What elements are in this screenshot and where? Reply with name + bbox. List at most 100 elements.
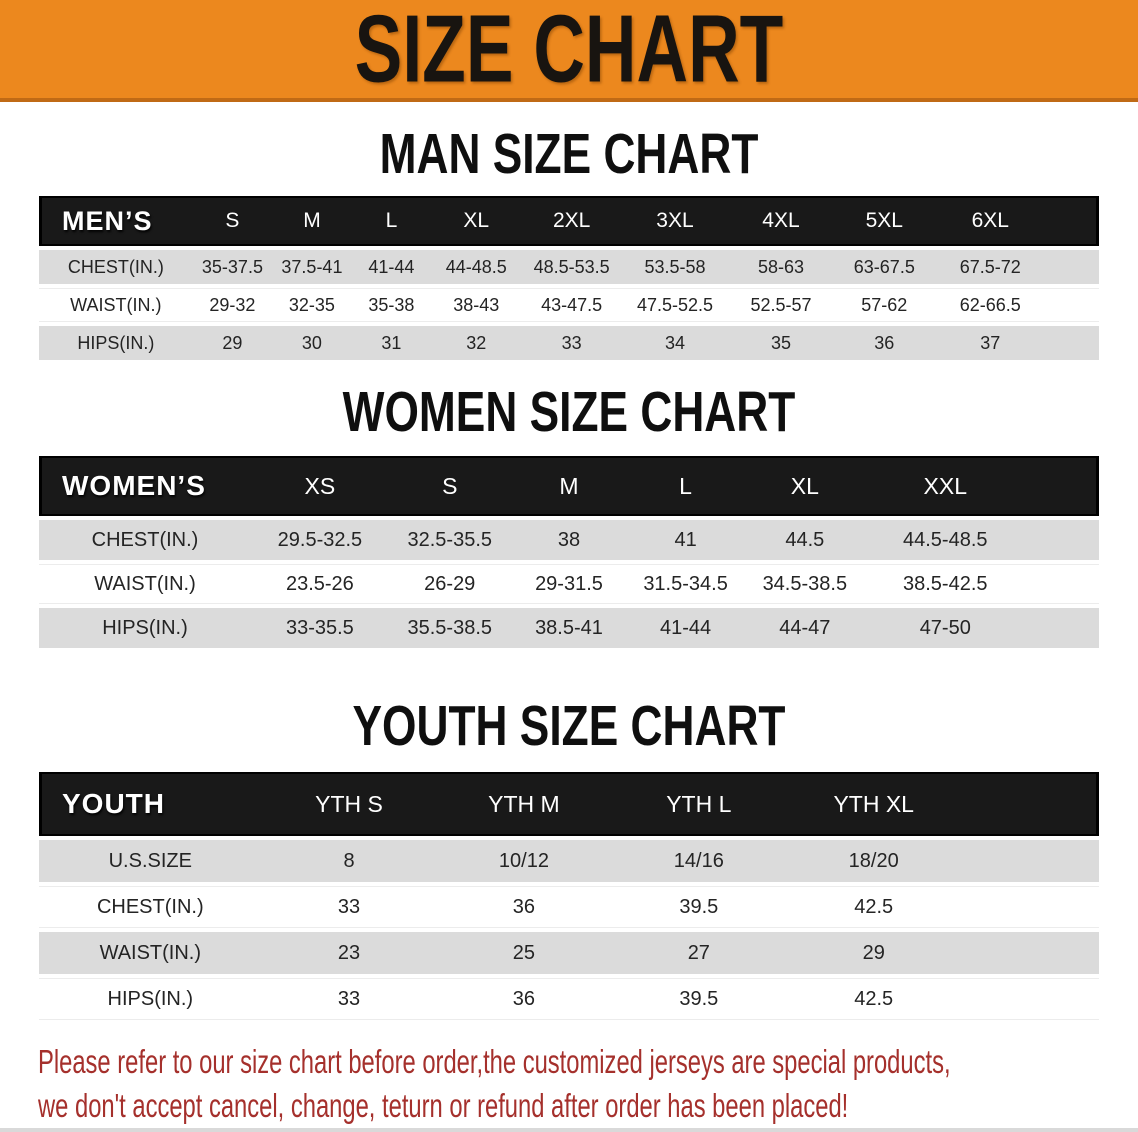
size-value-cell: 34.5-38.5 — [743, 564, 866, 604]
row-label: WAIST(IN.) — [39, 932, 262, 974]
size-value-cell: 53.5-58 — [621, 250, 728, 284]
size-value-cell: 31.5-34.5 — [627, 564, 744, 604]
women-section-title: WOMEN SIZE CHART — [342, 380, 796, 444]
size-column-header: 3XL — [621, 196, 728, 246]
size-column-header: 6XL — [934, 196, 1046, 246]
size-value-cell: 33-35.5 — [251, 608, 389, 648]
size-column-header: YTH S — [261, 772, 437, 836]
size-value-cell: 26-29 — [388, 564, 511, 604]
size-value-cell: 35-38 — [351, 288, 432, 322]
size-value-cell: 42.5 — [786, 886, 962, 928]
size-value-cell: 34 — [621, 326, 728, 360]
size-column-header: M — [510, 456, 628, 516]
size-value-cell: 10/12 — [436, 840, 612, 882]
table-header-row: MEN’S S M L XL 2XL 3XL 4XL 5XL 6XL — [39, 196, 1099, 246]
size-column-header: XL — [743, 456, 866, 516]
size-value-cell: 52.5-57 — [727, 288, 834, 322]
size-value-cell: 39.5 — [611, 886, 787, 928]
size-column-header: YTH M — [436, 772, 612, 836]
table-row: CHEST(IN.) 35-37.5 37.5-41 41-44 44-48.5 48.5… — [39, 250, 1099, 284]
size-value-cell: 38 — [510, 520, 628, 560]
women-size-chart-section: WOMEN SIZE CHART WOMEN’S XS S M L XL XXL CHEST(… — [0, 380, 1138, 652]
size-value-cell: 57-62 — [833, 288, 935, 322]
size-value-cell: 41-44 — [627, 608, 744, 648]
size-value-cell: 38-43 — [431, 288, 522, 322]
row-label: HIPS(IN.) — [39, 326, 193, 360]
spacer-cell — [1045, 196, 1099, 246]
size-value-cell: 44-48.5 — [431, 250, 522, 284]
size-value-cell: 36 — [436, 886, 612, 928]
size-value-cell: 33 — [261, 978, 437, 1020]
size-value-cell: 25 — [436, 932, 612, 974]
row-label: WAIST(IN.) — [39, 564, 251, 604]
size-value-cell: 30 — [272, 326, 352, 360]
size-value-cell: 8 — [261, 840, 437, 882]
size-column-header: XS — [251, 456, 389, 516]
row-label: CHEST(IN.) — [39, 250, 193, 284]
table-row: HIPS(IN.) 33 36 39.5 42.5 — [39, 978, 1099, 1020]
size-value-cell: 29-32 — [192, 288, 273, 322]
size-value-cell: 32-35 — [272, 288, 352, 322]
size-value-cell: 23 — [261, 932, 437, 974]
size-value-cell: 41 — [627, 520, 744, 560]
size-value-cell: 35 — [727, 326, 834, 360]
size-value-cell: 31 — [351, 326, 432, 360]
banner: SIZE CHART — [0, 0, 1138, 102]
row-label: WAIST(IN.) — [39, 288, 193, 322]
size-column-header: 5XL — [833, 196, 935, 246]
size-column-header: XL — [431, 196, 522, 246]
size-value-cell: 47.5-52.5 — [621, 288, 728, 322]
women-size-table: WOMEN’S XS S M L XL XXL CHEST(IN.) 29.5-32.5 32.5… — [39, 452, 1099, 652]
table-row: WAIST(IN.) 23 25 27 29 — [39, 932, 1099, 974]
youth-size-chart-section: YOUTH SIZE CHART YOUTH YTH S YTH M YTH L YTH… — [0, 694, 1138, 1024]
spacer-cell — [1045, 250, 1099, 284]
table-header-row: WOMEN’S XS S M L XL XXL — [39, 456, 1099, 516]
size-value-cell: 29 — [786, 932, 962, 974]
bottom-edge-strip — [0, 1128, 1138, 1132]
table-header-label: YOUTH — [39, 772, 262, 836]
size-value-cell: 42.5 — [786, 978, 962, 1020]
spacer-cell — [961, 932, 1099, 974]
size-value-cell: 33 — [521, 326, 622, 360]
table-row: CHEST(IN.) 29.5-32.5 32.5-35.5 38 41 44.5 44.5… — [39, 520, 1099, 560]
size-value-cell: 63-67.5 — [833, 250, 935, 284]
size-value-cell: 14/16 — [611, 840, 787, 882]
size-value-cell: 29 — [192, 326, 273, 360]
row-label: U.S.SIZE — [39, 840, 262, 882]
size-value-cell: 33 — [261, 886, 437, 928]
size-value-cell: 32.5-35.5 — [388, 520, 511, 560]
size-value-cell: 18/20 — [786, 840, 962, 882]
size-value-cell: 35-37.5 — [192, 250, 273, 284]
size-column-header: 4XL — [727, 196, 834, 246]
size-column-header: YTH L — [611, 772, 787, 836]
banner-title: SIZE CHART — [354, 0, 784, 102]
size-value-cell: 44-47 — [743, 608, 866, 648]
spacer-cell — [1045, 288, 1099, 322]
row-label: HIPS(IN.) — [39, 978, 262, 1020]
size-value-cell: 58-63 — [727, 250, 834, 284]
row-label: HIPS(IN.) — [39, 608, 251, 648]
spacer-cell — [961, 886, 1099, 928]
table-header-label: WOMEN’S — [39, 456, 251, 516]
size-column-header: 2XL — [521, 196, 622, 246]
size-value-cell: 35.5-38.5 — [388, 608, 511, 648]
size-value-cell: 41-44 — [351, 250, 432, 284]
man-size-chart-section: MAN SIZE CHART MEN’S S M L XL 2XL 3XL 4XL 5XL 6XL… — [0, 122, 1138, 364]
man-section-title: MAN SIZE CHART — [379, 122, 759, 186]
size-value-cell: 38.5-42.5 — [865, 564, 1025, 604]
disclaimer-line-1: Please refer to our size chart before or… — [38, 1043, 951, 1080]
size-value-cell: 29.5-32.5 — [251, 520, 389, 560]
size-value-cell: 48.5-53.5 — [521, 250, 622, 284]
size-column-header: L — [627, 456, 744, 516]
size-value-cell: 44.5-48.5 — [865, 520, 1025, 560]
youth-section-title: YOUTH SIZE CHART — [352, 694, 786, 758]
table-row: WAIST(IN.) 29-32 32-35 35-38 38-43 43-47.5 47.… — [39, 288, 1099, 322]
spacer-cell — [961, 978, 1099, 1020]
men-size-table: MEN’S S M L XL 2XL 3XL 4XL 5XL 6XL CHEST(IN.) 35-37… — [39, 192, 1099, 364]
spacer-cell — [1024, 608, 1099, 648]
size-value-cell: 47-50 — [865, 608, 1025, 648]
spacer-cell — [1024, 520, 1099, 560]
spacer-cell — [1024, 564, 1099, 604]
size-value-cell: 44.5 — [743, 520, 866, 560]
size-value-cell: 29-31.5 — [510, 564, 628, 604]
